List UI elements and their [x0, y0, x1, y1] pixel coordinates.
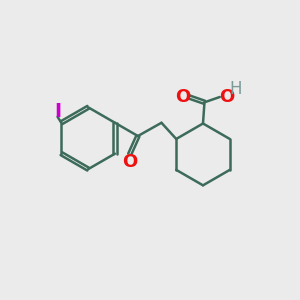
Text: H: H — [230, 80, 242, 98]
Text: O: O — [122, 153, 137, 171]
Text: O: O — [175, 88, 190, 106]
Text: O: O — [219, 88, 234, 106]
Text: I: I — [54, 102, 61, 121]
